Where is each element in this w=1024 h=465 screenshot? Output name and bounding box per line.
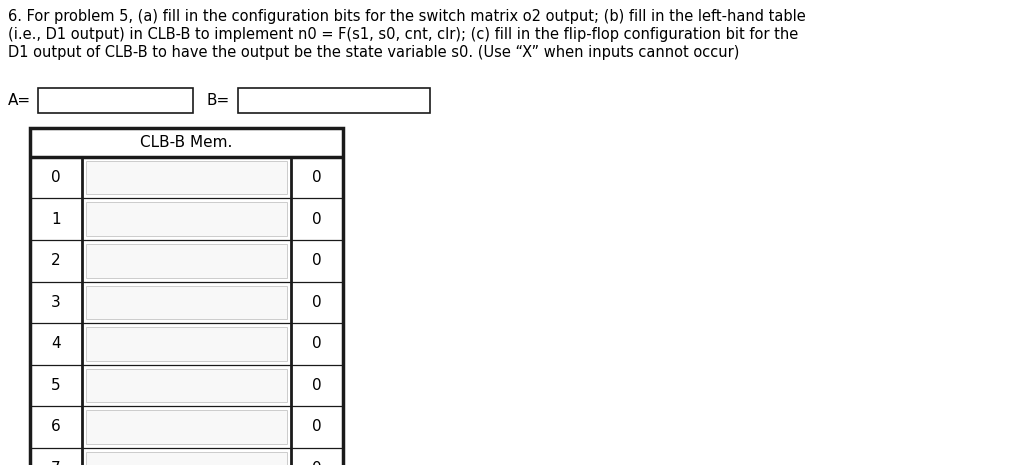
Bar: [238, 88, 430, 113]
Bar: [86, 202, 287, 236]
Text: 0: 0: [312, 253, 322, 268]
Text: 1: 1: [51, 212, 60, 227]
Text: 3: 3: [51, 295, 60, 310]
Text: 4: 4: [51, 336, 60, 351]
Text: 6. For problem 5, (a) fill in the configuration bits for the switch matrix o2 ou: 6. For problem 5, (a) fill in the config…: [8, 9, 806, 25]
Text: 0: 0: [51, 170, 60, 185]
Text: 0: 0: [312, 419, 322, 434]
Bar: [86, 244, 287, 278]
Text: 2: 2: [51, 253, 60, 268]
Text: 5: 5: [51, 378, 60, 393]
Bar: [86, 452, 287, 465]
Bar: [30, 128, 343, 465]
Text: B=: B=: [207, 93, 230, 108]
Text: 0: 0: [312, 378, 322, 393]
Bar: [86, 327, 287, 360]
Text: 0: 0: [312, 336, 322, 351]
Text: 0: 0: [312, 461, 322, 465]
Text: 0: 0: [312, 212, 322, 227]
Text: 7: 7: [51, 461, 60, 465]
Bar: [86, 286, 287, 319]
Text: CLB-B Mem.: CLB-B Mem.: [140, 135, 232, 150]
Bar: [86, 410, 287, 444]
Text: 0: 0: [312, 295, 322, 310]
Text: D1 output of CLB-B to have the output be the state variable s0. (Use “X” when in: D1 output of CLB-B to have the output be…: [8, 46, 739, 60]
Text: A=: A=: [8, 93, 31, 108]
Bar: [38, 88, 193, 113]
Text: 6: 6: [51, 419, 60, 434]
Text: 0: 0: [312, 170, 322, 185]
Bar: [86, 368, 287, 402]
Text: (i.e., D1 output) in CLB-B to implement n0 = F(s1, s0, cnt, clr); (c) fill in th: (i.e., D1 output) in CLB-B to implement …: [8, 27, 799, 42]
Bar: [86, 161, 287, 194]
